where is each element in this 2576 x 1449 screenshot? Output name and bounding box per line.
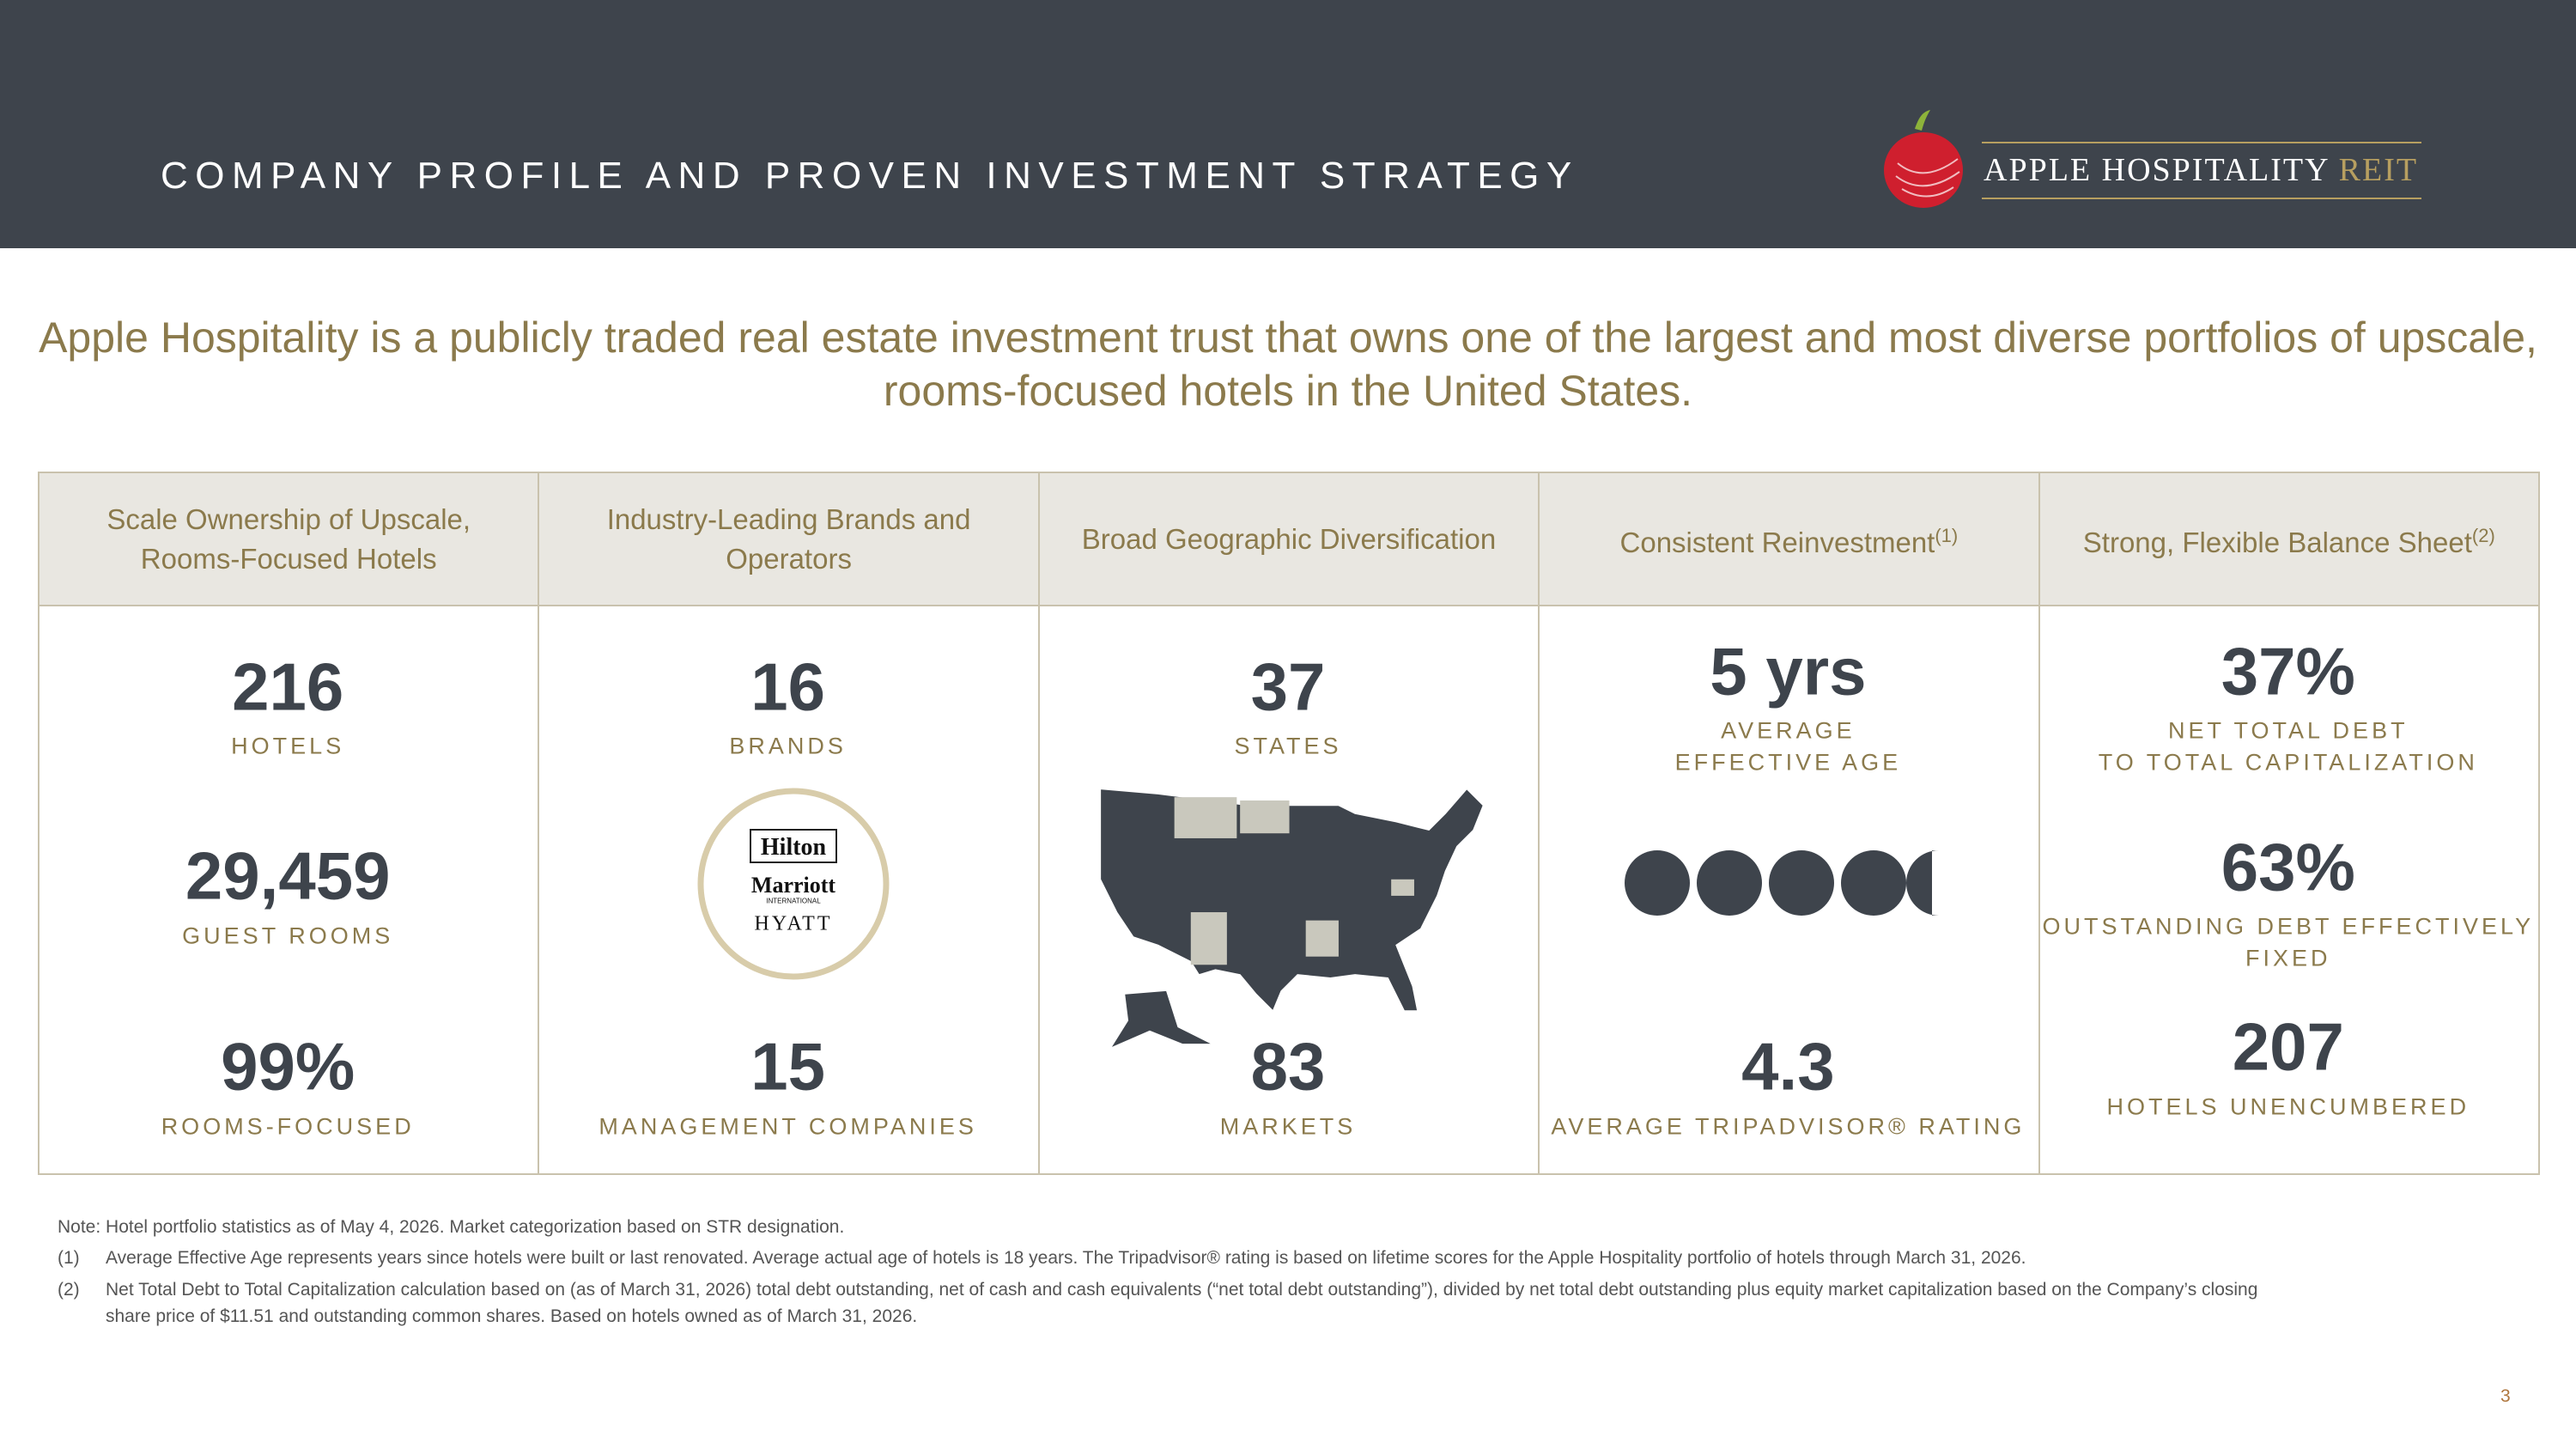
column-heading: Consistent Reinvestment(1) xyxy=(1538,472,2040,606)
column-heading: Scale Ownership of Upscale, Rooms-Focused… xyxy=(38,472,540,606)
stat-value: 216 xyxy=(232,648,344,725)
stat-label: MARKETS xyxy=(1219,1113,1357,1140)
brand-logo-text: INTERNATIONAL xyxy=(766,897,821,905)
footnote-note: Note: Hotel portfolio statistics as of M… xyxy=(58,1217,845,1237)
stat-label: HOTELS xyxy=(231,733,345,759)
stat-label: AVERAGE xyxy=(1721,717,1856,744)
brand-logo-text: Hilton xyxy=(760,834,827,861)
stat-label: TO TOTAL CAPITALIZATION xyxy=(2098,749,2478,776)
stat-label: OUTSTANDING DEBT EFFECTIVELY xyxy=(2042,913,2535,940)
heading-line: Broad Geographic Diversification xyxy=(1082,520,1496,559)
heading-line: Consistent Reinvestment(1) xyxy=(1620,516,1959,563)
stat-label: BRANDS xyxy=(729,733,847,759)
heading-text: Operators xyxy=(726,542,852,575)
page-number: 3 xyxy=(2500,1386,2511,1406)
slide-title: COMPANY PROFILE AND PROVEN INVESTMENT ST… xyxy=(161,155,1579,197)
footnote-ref: (2) xyxy=(2471,524,2495,546)
stat-label: AVERAGE TRIPADVISOR® RATING xyxy=(1551,1113,2026,1140)
heading-line: Operators xyxy=(726,539,852,579)
stat-value: 207 xyxy=(2232,1008,2344,1085)
heading-text: Broad Geographic Diversification xyxy=(1081,522,1497,555)
logo xyxy=(1884,110,2421,208)
stat-value: 5 yrs xyxy=(1710,633,1867,709)
stat-value: 4.3 xyxy=(1741,1028,1835,1105)
footnote-marker: (2) xyxy=(58,1280,80,1300)
footnote-text: share price of $11.51 and outstanding co… xyxy=(106,1306,918,1326)
heading-line: Rooms-Focused Hotels xyxy=(141,539,437,579)
stat-label: ROOMS-FOCUSED xyxy=(161,1113,415,1140)
stat-value: 37% xyxy=(2221,633,2355,709)
heading-text: Scale Ownership of Upscale, xyxy=(106,502,471,535)
stat-label: MANAGEMENT COMPANIES xyxy=(598,1113,977,1140)
heading-line: Strong, Flexible Balance Sheet(2) xyxy=(2083,516,2495,563)
stat-label: FIXED xyxy=(2245,945,2331,971)
brand-logo-text: HYATT xyxy=(754,912,833,935)
stat-label: GUEST ROOMS xyxy=(182,922,394,949)
stat-value: 99% xyxy=(221,1028,355,1105)
stat-label: NET TOTAL DEBT xyxy=(2168,717,2409,744)
heading-text: Industry-Leading Brands and xyxy=(606,502,971,535)
footnote-text: Average Effective Age represents years s… xyxy=(106,1248,2026,1268)
stat-label: EFFECTIVE AGE xyxy=(1674,749,1902,776)
stat-value: 16 xyxy=(750,648,825,725)
intro-text: Apple Hospitality is a publicly traded r… xyxy=(39,314,2537,415)
stat-value: 15 xyxy=(750,1028,825,1105)
heading-text: Strong, Flexible Balance Sheet xyxy=(2082,526,2472,558)
footnote-text: Net Total Debt to Total Capitalization c… xyxy=(106,1280,2258,1300)
stat-value: 37 xyxy=(1250,648,1326,725)
heading-text: Rooms-Focused Hotels xyxy=(140,542,437,575)
stat-label: HOTELS UNENCUMBERED xyxy=(2106,1093,2470,1120)
column-body xyxy=(2038,605,2540,1175)
stat-label: STATES xyxy=(1234,733,1342,759)
stat-value: 29,459 xyxy=(185,837,391,914)
column-heading: Strong, Flexible Balance Sheet(2) xyxy=(2038,472,2540,606)
stat-value: 63% xyxy=(2221,829,2355,905)
footnote-ref: (1) xyxy=(1935,524,1959,546)
header-band xyxy=(0,0,2576,248)
logo-text: APPLE HOSPITALITY REIT xyxy=(1984,152,2419,188)
brand-logo-text: Marriott xyxy=(750,873,836,898)
footnote-marker: (1) xyxy=(58,1248,80,1268)
heading-text: Consistent Reinvestment xyxy=(1619,526,1935,558)
heading-line: Industry-Leading Brands and xyxy=(607,500,971,539)
column-heading: Broad Geographic Diversification xyxy=(1037,472,1540,606)
column-heading: Industry-Leading Brands and Operators xyxy=(538,472,1040,606)
stat-value: 83 xyxy=(1250,1028,1326,1105)
heading-line: Scale Ownership of Upscale, xyxy=(106,500,471,539)
